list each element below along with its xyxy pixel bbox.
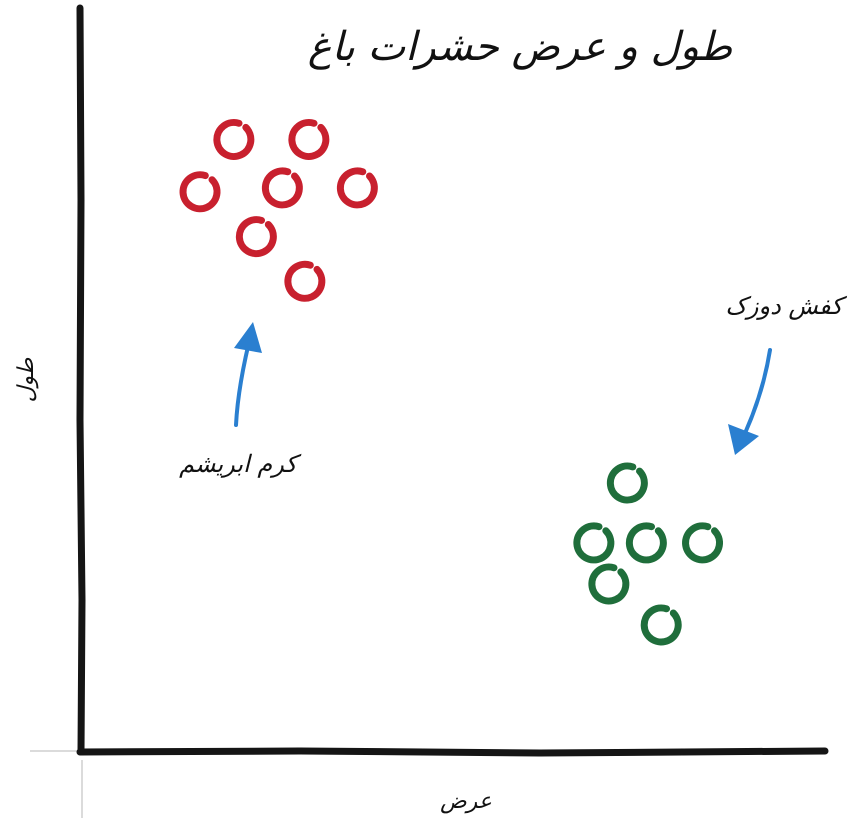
series-2-point-4 [682, 522, 724, 564]
ladybug-label: کفش دوزک [725, 292, 847, 320]
series-1-point-6 [235, 216, 277, 258]
silkworm-arrow [234, 322, 262, 427]
series-2-point-1 [606, 462, 648, 504]
series-1-point-2 [288, 119, 330, 160]
series-1-point-3 [179, 171, 221, 213]
series-1-point-1 [213, 119, 255, 160]
series-2-point-6 [640, 604, 682, 646]
series-1-point-7 [284, 260, 326, 302]
chart-marks [179, 119, 724, 646]
chart-title: طول و عرض حشرات باغ [308, 24, 734, 70]
x-axis-line [76, 747, 829, 757]
series-2-point-3 [625, 522, 667, 564]
series-2-point-5 [588, 563, 630, 605]
series-1-point-5 [336, 167, 378, 209]
series-2-point-2 [573, 522, 615, 564]
series-1-point-4 [261, 167, 303, 209]
x-axis-label: عرض [440, 789, 492, 814]
y-axis-line [76, 4, 86, 756]
silkworm-label: کرم ابریشم [179, 450, 301, 478]
y-axis-label: طول [14, 357, 39, 402]
ladybug-arrow [728, 348, 772, 455]
